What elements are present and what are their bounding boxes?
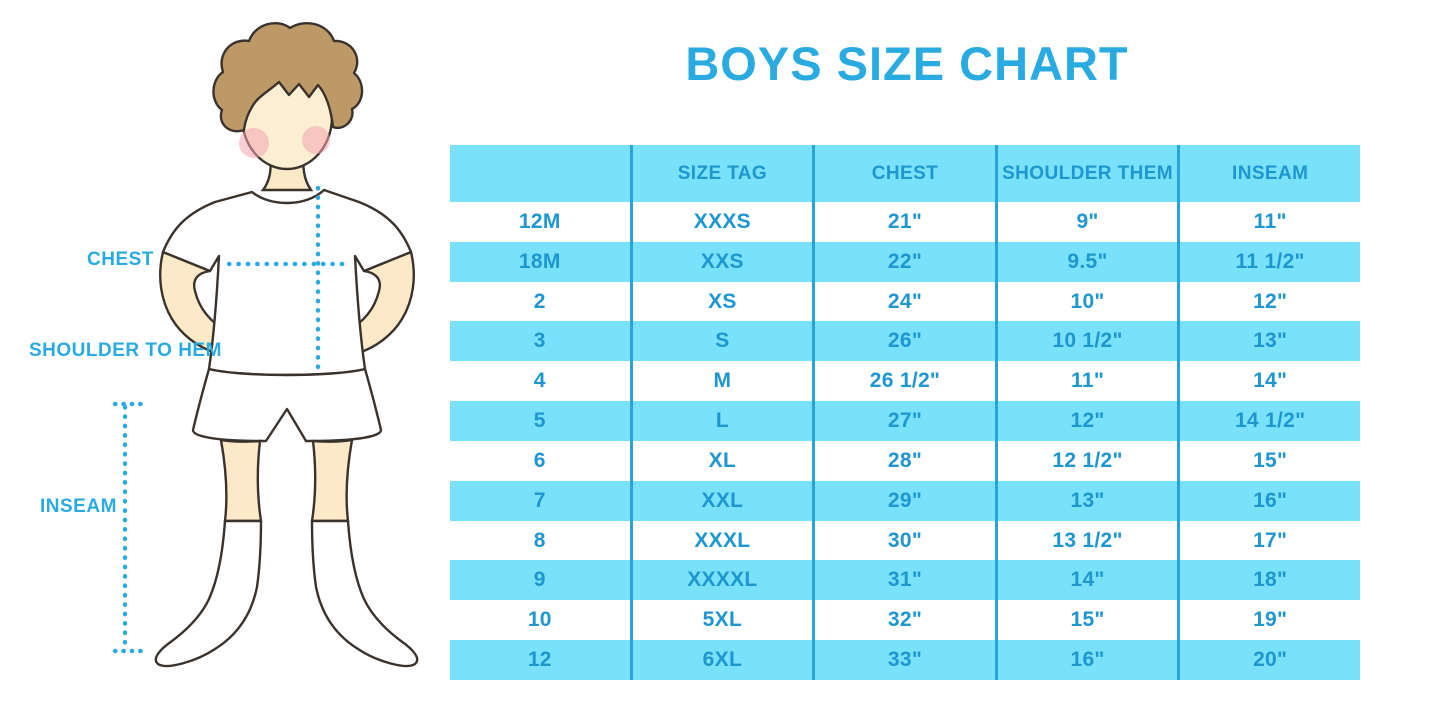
- table-cell: 11": [994, 361, 1178, 402]
- table-cell: 11 1/2": [1177, 241, 1360, 282]
- table-cell: XXXS: [629, 202, 813, 242]
- table-row: 3 S 26" 10 1/2" 13": [450, 321, 1360, 362]
- table-cell: 11": [1177, 202, 1360, 242]
- table-row: 2 XS 24" 10" 12": [450, 281, 1360, 322]
- table-cell: 31": [812, 560, 995, 601]
- shoulder-to-hem-label: SHOULDER TO HEM: [29, 340, 222, 361]
- table-cell: 6XL: [629, 640, 813, 680]
- table-cell: XXXXL: [629, 560, 813, 601]
- table-cell: 16": [994, 640, 1178, 680]
- table-cell: 6: [533, 448, 546, 472]
- table-row: 8 XXXL 30" 13 1/2" 17": [450, 520, 1360, 561]
- table-cell: 15": [994, 600, 1178, 641]
- table-cell: 12": [1177, 281, 1360, 322]
- table-row: 7 XXL 29" 13" 16": [450, 480, 1360, 521]
- table-cell: 12": [994, 401, 1178, 441]
- table-row: 4 M 26 1/2" 11" 14": [450, 361, 1360, 402]
- table-cell: L: [629, 401, 813, 441]
- table-row: 10 5XL 32" 15" 19": [450, 600, 1360, 641]
- boy-hair: [212, 22, 364, 133]
- left-cheek: [239, 128, 269, 158]
- table-row: 12 6XL 33" 16" 20": [450, 640, 1360, 680]
- size-table: SIZE TAG CHEST SHOULDER THEM INSEAM 12M XXXS 2…: [450, 145, 1360, 680]
- table-row: 18M XXS 22" 9.5" 11 1/2": [450, 241, 1360, 282]
- table-cell: 12M: [518, 209, 561, 233]
- table-cell: M: [629, 361, 813, 402]
- table-cell: 9": [994, 202, 1178, 242]
- table-row: 6 XL 28" 12 1/2" 15": [450, 440, 1360, 481]
- boy-right-sock: [310, 519, 419, 668]
- table-cell: 24": [812, 281, 995, 322]
- table-cell: 9.5": [994, 241, 1178, 282]
- table-cell: 12 1/2": [994, 440, 1178, 481]
- table-cell: 14": [994, 560, 1178, 601]
- table-cell: 26": [812, 321, 995, 362]
- table-cell: 10: [527, 608, 552, 632]
- table-cell: 14": [1177, 361, 1360, 402]
- table-cell: 10": [994, 281, 1178, 322]
- boy-measurement-illustration: [112, 22, 419, 668]
- table-cell: 21": [812, 202, 995, 242]
- table-cell: 2: [533, 289, 546, 313]
- right-cheek: [302, 126, 330, 154]
- table-cell: 14 1/2": [1177, 401, 1360, 441]
- table-cell: 30": [812, 520, 995, 561]
- table-cell: 8: [533, 528, 546, 552]
- table-cell: S: [629, 321, 813, 362]
- table-row: 12M XXXS 21" 9" 11": [450, 202, 1360, 242]
- table-cell: 32": [812, 600, 995, 641]
- table-cell: 19": [1177, 600, 1360, 641]
- table-cell: 15": [1177, 440, 1360, 481]
- table-cell: 10 1/2": [994, 321, 1178, 362]
- table-cell: 29": [812, 480, 995, 521]
- table-cell: 27": [812, 401, 995, 441]
- table-cell: 5: [533, 409, 546, 433]
- table-cell: 28": [812, 440, 995, 481]
- table-header-cell: SIZE TAG: [629, 145, 813, 202]
- table-header-cell: CHEST: [812, 145, 995, 202]
- table-cell: 13 1/2": [994, 520, 1178, 561]
- table-cell: 12: [527, 648, 552, 672]
- table-cell: 26 1/2": [812, 361, 995, 402]
- table-cell: XL: [629, 440, 813, 481]
- table-header-row: SIZE TAG CHEST SHOULDER THEM INSEAM: [450, 145, 1360, 202]
- table-cell: 7: [533, 488, 546, 512]
- boy-left-leg: [219, 438, 263, 523]
- table-row: 9 XXXXL 31" 14" 18": [450, 560, 1360, 601]
- table-cell: 22": [812, 241, 995, 282]
- table-cell: XXS: [629, 241, 813, 282]
- table-cell: 20": [1177, 640, 1360, 680]
- table-cell: 16": [1177, 480, 1360, 521]
- table-cell: XXL: [629, 480, 813, 521]
- table-cell: 9: [533, 568, 546, 592]
- table-cell: 13": [1177, 321, 1360, 362]
- chest-label: CHEST: [87, 249, 154, 270]
- boy-right-leg: [310, 438, 354, 523]
- page-title: BOYS SIZE CHART: [685, 37, 1129, 90]
- table-cell: 33": [812, 640, 995, 680]
- table-cell: 3: [533, 329, 546, 353]
- table-header-cell: INSEAM: [1177, 145, 1360, 202]
- table-cell: 4: [533, 369, 546, 393]
- table-cell: 17": [1177, 520, 1360, 561]
- table-cell: XXXL: [629, 520, 813, 561]
- table-header-cell: [450, 145, 630, 202]
- table-cell: 18": [1177, 560, 1360, 601]
- table-cell: 13": [994, 480, 1178, 521]
- table-cell: 5XL: [629, 600, 813, 641]
- boy-shorts: [191, 367, 383, 443]
- inseam-label: INSEAM: [40, 496, 117, 517]
- boy-left-sock: [154, 519, 263, 668]
- table-cell: XS: [629, 281, 813, 322]
- table-cell: 18M: [518, 249, 561, 273]
- table-header-cell: SHOULDER THEM: [994, 145, 1178, 202]
- table-row: 5 L 27" 12" 14 1/2": [450, 401, 1360, 441]
